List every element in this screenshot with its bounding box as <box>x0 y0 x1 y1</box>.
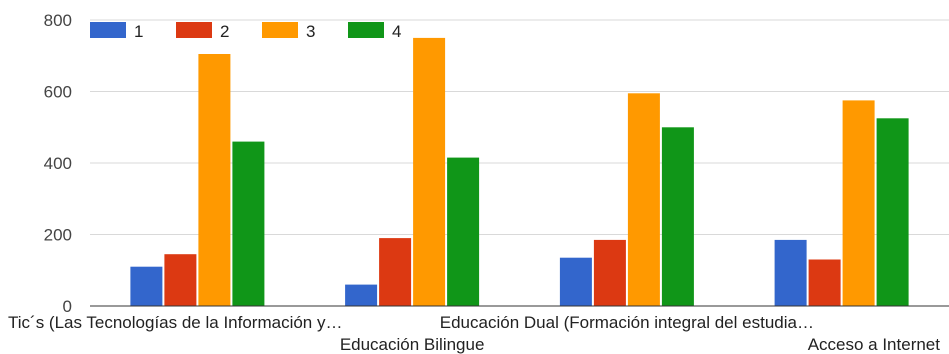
legend-label-2: 2 <box>220 22 229 41</box>
bar-series-2-cat-1 <box>164 254 197 306</box>
legend-label-1: 1 <box>134 22 143 41</box>
bar-series-4-cat-2 <box>447 157 480 306</box>
bar-series-4-cat-3 <box>661 127 694 307</box>
legend-label-4: 4 <box>392 22 401 41</box>
bar-series-3-cat-2 <box>413 37 446 307</box>
x-category-label: Educación Dual (Formación integral del e… <box>440 313 814 332</box>
y-axis-ticks: 0 200 400 600 800 <box>44 11 72 316</box>
bar-series-1-cat-2 <box>345 284 378 306</box>
bar-series-3-cat-4 <box>842 100 875 307</box>
bar-series-2-cat-4 <box>808 259 841 306</box>
y-tick-label: 400 <box>44 154 72 173</box>
legend-swatch-2 <box>176 22 212 38</box>
bar-series-1-cat-1 <box>130 266 163 306</box>
bar-series-3-cat-1 <box>198 54 231 306</box>
x-axis-category-labels: Tic´s (Las Tecnologías de la Información… <box>8 313 940 354</box>
bars <box>130 37 909 307</box>
x-category-label: Educación Bilingue <box>340 335 485 354</box>
legend-label-3: 3 <box>306 22 315 41</box>
y-tick-label: 200 <box>44 226 72 245</box>
y-tick-label: 600 <box>44 83 72 102</box>
legend: 1 2 3 4 <box>90 22 401 41</box>
legend-swatch-4 <box>348 22 384 38</box>
x-category-label: Tic´s (Las Tecnologías de la Información… <box>8 313 342 332</box>
x-category-label: Acceso a Internet <box>808 335 941 354</box>
y-tick-label: 0 <box>63 297 72 316</box>
bar-series-2-cat-2 <box>379 238 412 306</box>
y-tick-label: 800 <box>44 11 72 30</box>
legend-swatch-3 <box>262 22 298 38</box>
bar-series-1-cat-4 <box>774 239 807 306</box>
bar-series-4-cat-1 <box>232 141 265 306</box>
bar-series-2-cat-3 <box>593 239 626 306</box>
bar-series-3-cat-3 <box>627 93 660 306</box>
bar-series-1-cat-3 <box>559 257 592 306</box>
bar-series-4-cat-4 <box>876 118 909 306</box>
legend-swatch-1 <box>90 22 126 38</box>
